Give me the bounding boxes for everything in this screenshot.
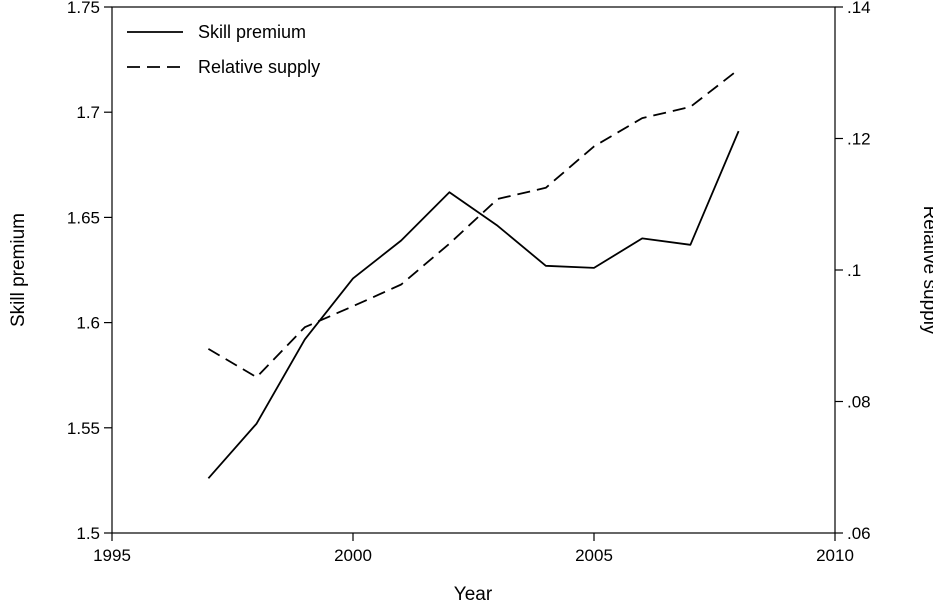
x-tick-label-2000: 2000 — [334, 546, 372, 565]
y-tick-label-1-65: 1.65 — [67, 208, 100, 227]
legend-label-relative-supply: Relative supply — [198, 57, 320, 77]
y2-tick-label-0-12: .12 — [847, 130, 871, 149]
y-axis-right: .06 .08 .1 .12 .14 — [835, 0, 871, 543]
plot-area — [111, 6, 836, 534]
x-tick-label-1995: 1995 — [93, 546, 131, 565]
series-line-relative-supply — [207, 68, 740, 379]
y2-axis-title: Relative supply — [919, 206, 933, 335]
y2-tick-label-0-06: .06 — [847, 524, 871, 543]
y-axis-left: 1.5 1.55 1.6 1.65 1.7 1.75 — [67, 0, 112, 543]
series-layer — [207, 68, 740, 479]
legend: Skill premium Relative supply — [127, 22, 320, 77]
x-tick-label-2010: 2010 — [816, 546, 854, 565]
y2-tick-label-0-14: .14 — [847, 0, 871, 17]
series-line-skill-premium — [207, 130, 740, 479]
y-tick-label-1-7: 1.7 — [76, 103, 100, 122]
x-tick-label-2005: 2005 — [575, 546, 613, 565]
y2-tick-label-0-08: .08 — [847, 393, 871, 412]
y-tick-label-1-55: 1.55 — [67, 419, 100, 438]
x-axis: 1995 2000 2005 2010 — [93, 533, 854, 565]
x-axis-title: Year — [454, 584, 493, 605]
y2-tick-label-0-1: .1 — [847, 261, 861, 280]
y-tick-label-1-6: 1.6 — [76, 314, 100, 333]
y-tick-label-1-5: 1.5 — [76, 524, 100, 543]
y-tick-label-1-75: 1.75 — [67, 0, 100, 17]
legend-label-skill-premium: Skill premium — [198, 22, 306, 42]
y-axis-title: Skill premium — [8, 213, 29, 327]
